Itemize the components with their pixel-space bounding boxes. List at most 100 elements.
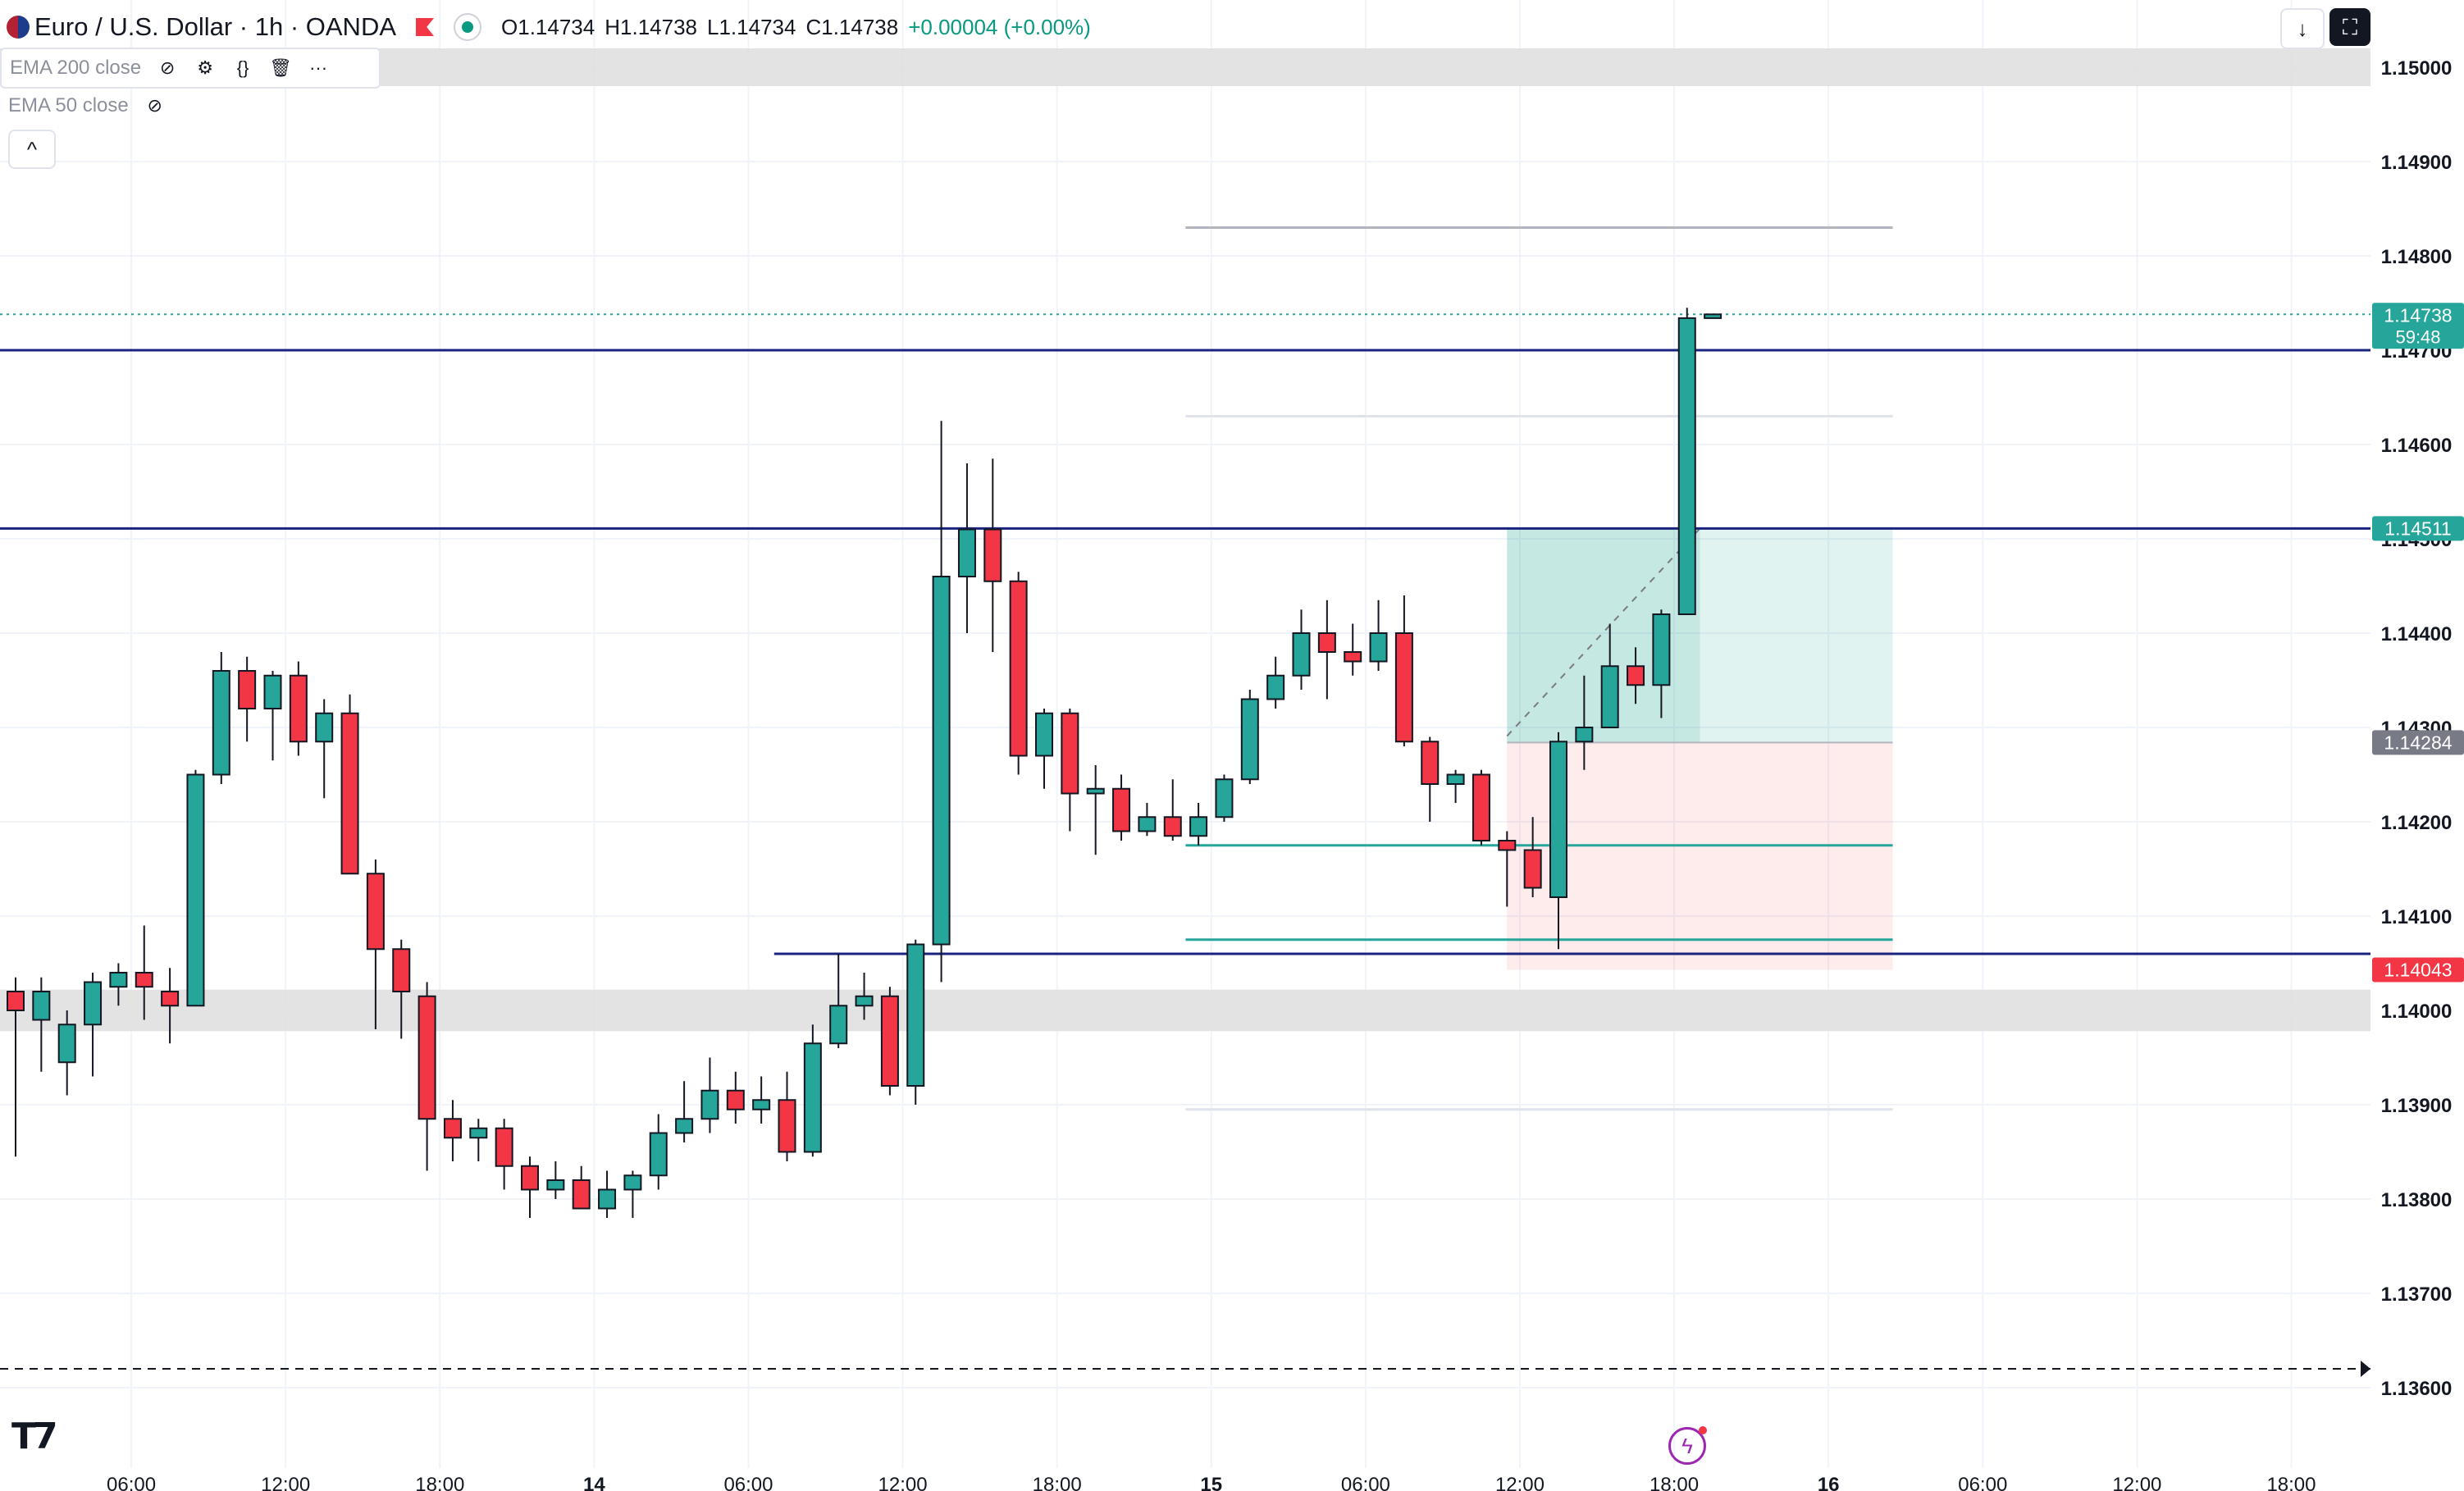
price-tick-label: 1.13700 [2381,1284,2453,1306]
indicator-ema-50[interactable]: EMA 50 close ⊘ [0,87,167,125]
candle-body [57,1024,76,1064]
price-axis: 1.150001.149001.148001.147001.146001.145… [2370,0,2464,1491]
candle [778,1071,796,1161]
time-tick-label: 16 [1818,1474,1840,1491]
candle [1446,769,1465,803]
trash-icon[interactable]: 🗑 [269,57,293,78]
candles [7,308,1723,1218]
scroll-down-button[interactable]: ↓ [2280,8,2325,49]
candle-body [263,674,282,709]
candle-body [649,1132,668,1177]
source-code-icon[interactable]: {} [236,57,249,78]
candle [392,939,411,1039]
price-label-text: 1.14511 [2384,518,2451,539]
candle [1549,732,1567,950]
price-zone [0,989,2370,1032]
candle [1163,779,1182,841]
price-label-bg [2372,516,2464,541]
candle-body [1498,840,1517,851]
time-tick-label: 12:00 [878,1474,928,1491]
candle [700,1057,719,1133]
candle [803,1024,822,1157]
candle [1394,595,1413,746]
settings-gear-icon[interactable]: ⚙ [197,57,213,78]
price-label-tag: 1.14043 [2372,957,2464,983]
candle [135,925,153,1020]
candle [932,421,951,983]
ohlc-open: O1.14734 [501,14,595,39]
candle [546,1161,565,1199]
collapse-indicators-button[interactable]: ^ [8,130,56,169]
candle [212,652,230,784]
price-zone [0,48,2370,86]
candle-body [1627,665,1645,686]
candle [598,1170,617,1218]
candle [855,973,874,1020]
candle-body [1652,613,1671,686]
price-label-bg [2372,303,2464,349]
fullscreen-button[interactable]: ⛶ [2329,8,2370,46]
countdown-label: 59:48 [2395,326,2440,347]
candle-body [829,1005,848,1045]
candle [649,1114,668,1190]
price-label-text: 1.14284 [2384,732,2452,753]
tradingview-logo[interactable]: T7 [11,1416,58,1457]
price-label-tag: 1.14511 [2372,516,2464,541]
candle-body [1549,741,1567,898]
candle [443,1100,462,1161]
candle [752,1076,771,1124]
symbol-title[interactable]: Euro / U.S. Dollar · 1h · OANDA [34,12,397,41]
candle [726,1071,745,1124]
price-tick-label: 1.13600 [2381,1378,2453,1400]
hide-eye-icon[interactable]: ⊘ [159,57,176,78]
market-status-icon[interactable] [454,13,482,41]
price-tick-label: 1.13800 [2381,1189,2453,1211]
candle [340,694,359,875]
candle [1472,769,1490,846]
candle-body [546,1179,565,1191]
candle-body [469,1127,488,1139]
ohlc-high: H1.14738 [605,14,697,39]
candle [1292,609,1311,690]
candle [957,463,976,633]
candle-body [726,1089,745,1110]
candle [1086,765,1105,855]
candle-body [1061,712,1079,795]
lightning-alert-icon[interactable]: ϟ [1668,1426,1707,1465]
candle [1652,609,1671,718]
candle [906,939,925,1105]
candle-body [1035,712,1053,757]
candle [238,656,257,742]
hide-eye-icon[interactable]: ⊘ [147,95,162,116]
candle [829,954,848,1048]
candle-body [495,1127,513,1167]
indicator-ema-200[interactable]: EMA 200 close ⊘ ⚙ {} 🗑 ··· [0,48,381,89]
candle-body [700,1089,719,1120]
candle-body [135,972,153,988]
candle [109,963,128,1006]
candle [366,859,385,1029]
candle-body [855,995,874,1007]
candle [1498,831,1517,907]
candle-body [238,670,257,709]
time-tick-label: 15 [1200,1474,1222,1491]
price-tick-label: 1.13900 [2381,1095,2453,1117]
candle-body [32,991,51,1021]
candle-body [315,712,334,743]
time-tick-label: 18:00 [2266,1474,2316,1491]
candle [1035,709,1053,789]
more-options-icon[interactable]: ··· [309,57,328,78]
candle [289,661,308,756]
candle-body [957,528,976,577]
chart-header: Euro / U.S. Dollar · 1h · OANDA O1.14734… [0,0,2370,54]
position-loss-zone [1507,742,1893,970]
price-tick-label: 1.14100 [2381,906,2453,928]
candle-body [675,1118,694,1134]
alert-flag-icon[interactable] [416,18,435,36]
candle-body [880,995,899,1087]
price-tick-label: 1.14000 [2381,1001,2453,1023]
candle [84,973,103,1077]
candle-body [1421,741,1440,785]
